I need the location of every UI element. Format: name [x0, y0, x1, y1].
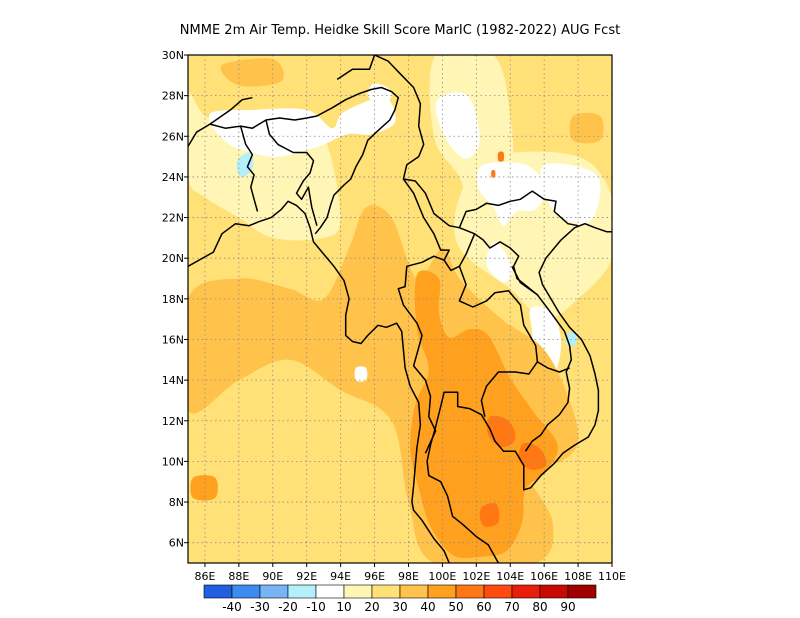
- x-tick-label-12: 110E: [598, 570, 626, 583]
- coastline-segment-9: [511, 265, 573, 452]
- colorbar-label-3: -10: [306, 600, 326, 614]
- coastline-segment-8: [458, 266, 539, 417]
- coastline-segment-5: [374, 55, 579, 229]
- coastline-segment-0: [188, 200, 450, 563]
- x-tick-label-11: 108E: [564, 570, 592, 583]
- x-tick-label-2: 90E: [262, 570, 283, 583]
- colorbar-swatch-1: [231, 584, 261, 599]
- colorbar-label-4: 10: [336, 600, 351, 614]
- y-tick-label-5: 16N: [162, 333, 184, 346]
- y-tick-label-11: 28N: [162, 90, 184, 103]
- y-tick-label-2: 10N: [162, 455, 184, 468]
- coastline-segment-6: [402, 178, 476, 272]
- colorbar-label-6: 30: [392, 600, 407, 614]
- y-tick-label-12: 30N: [162, 49, 184, 62]
- colorbar-swatch-8: [427, 584, 457, 599]
- field-region-20: [220, 58, 284, 87]
- coastline-segment-10: [474, 233, 538, 296]
- field-region-19: [190, 475, 218, 501]
- chart-title: NMME 2m Air Temp. Heidke Skill Score Mar…: [180, 23, 620, 38]
- y-tick-label-9: 24N: [162, 171, 184, 184]
- y-tick-label-4: 14N: [162, 374, 184, 387]
- coastline-segment-2: [188, 86, 400, 235]
- coastline-segment-1: [426, 222, 612, 563]
- field-region-21: [569, 112, 604, 144]
- colorbar-swatch-5: [343, 584, 373, 599]
- x-tick-label-8: 102E: [462, 570, 490, 583]
- colorbar-swatch-11: [511, 584, 541, 599]
- x-tick-label-10: 106E: [530, 570, 558, 583]
- field-region-15: [518, 442, 547, 470]
- x-tick-label-0: 86E: [194, 570, 215, 583]
- colorbar-swatch-0: [203, 584, 233, 599]
- coastline-segment-13: [209, 96, 253, 125]
- colorbar-label-12: 90: [560, 600, 575, 614]
- map-panel: 86E 88E 90E 92E 94E 96E 98E 100E 102E 104E 106E 108…: [162, 49, 626, 583]
- x-tick-label-3: 92E: [296, 570, 317, 583]
- colorbar-swatch-2: [259, 584, 289, 599]
- y-tick-label-10: 26N: [162, 130, 184, 143]
- field-region-18: [491, 170, 496, 178]
- colorbar-label-10: 70: [504, 600, 519, 614]
- coastline-segment-12: [336, 55, 376, 81]
- coastline-segment-7: [397, 255, 445, 454]
- skill-field: [188, 55, 612, 563]
- colorbar-label-11: 80: [532, 600, 547, 614]
- latitude-axis: 6N 8N 10N 12N 14N 16N 18N 20N 22N 24N 26N 28N 30N: [162, 49, 188, 550]
- y-tick-label-1: 8N: [169, 496, 184, 509]
- colorbar-swatch-4: [315, 584, 345, 599]
- field-region-16: [479, 502, 500, 527]
- coastlines-and-borders: [188, 55, 612, 563]
- x-tick-label-7: 100E: [428, 570, 456, 583]
- field-region-9: [486, 241, 513, 283]
- colorbar-swatch-3: [287, 584, 317, 599]
- field-region-5: [435, 92, 480, 159]
- x-tick-label-6: 98E: [398, 570, 419, 583]
- longitude-axis: 86E 88E 90E 92E 94E 96E 98E 100E 102E 104E 106E 108…: [194, 563, 626, 583]
- colorbar-label-7: 40: [420, 600, 435, 614]
- colorbar: -40 -30 -20 -10 10 20 30 40 50 60 70 80 90: [203, 584, 597, 614]
- lat-lon-grid: [188, 55, 612, 563]
- colorbar-label-8: 50: [448, 600, 463, 614]
- field-region-2: [236, 152, 254, 178]
- colorbar-label-0: -40: [222, 600, 242, 614]
- coastline-segment-3: [239, 125, 259, 212]
- coastline-segment-11: [537, 361, 570, 373]
- field-region-22: [354, 366, 368, 382]
- y-tick-label-0: 6N: [169, 537, 184, 550]
- x-tick-label-1: 88E: [228, 570, 249, 583]
- x-tick-label-9: 104E: [496, 570, 524, 583]
- y-tick-label-7: 20N: [162, 252, 184, 265]
- map-frame: [187, 54, 613, 564]
- y-tick-label-3: 12N: [162, 415, 184, 428]
- y-tick-label-6: 18N: [162, 293, 184, 306]
- colorbar-swatch-10: [483, 584, 513, 599]
- colorbar-swatch-13: [567, 584, 597, 599]
- colorbar-label-9: 60: [476, 600, 491, 614]
- colorbar-swatch-7: [399, 584, 429, 599]
- y-tick-label-8: 22N: [162, 212, 184, 225]
- x-tick-label-5: 96E: [364, 570, 385, 583]
- colorbar-swatch-9: [455, 584, 485, 599]
- field-region-17: [497, 151, 505, 162]
- colorbar-label-2: -20: [278, 600, 298, 614]
- x-tick-label-4: 94E: [330, 570, 351, 583]
- field-region-1: [208, 97, 396, 157]
- colorbar-swatch-12: [539, 584, 569, 599]
- colorbar-label-1: -30: [250, 600, 270, 614]
- coastline-segment-4: [265, 119, 318, 226]
- colorbar-label-5: 20: [364, 600, 379, 614]
- field-region-7: [476, 161, 547, 226]
- colorbar-swatch-6: [371, 584, 401, 599]
